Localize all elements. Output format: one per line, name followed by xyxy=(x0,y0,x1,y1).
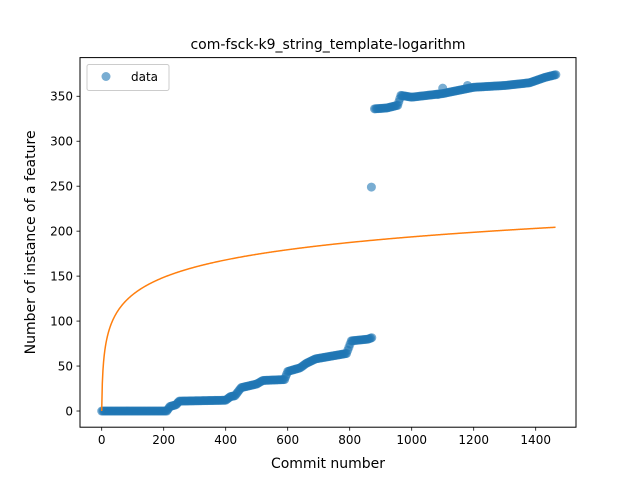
y-tick-label: 350 xyxy=(50,90,73,104)
x-tick-label: 400 xyxy=(214,433,237,447)
y-axis: 0 50 100 150 200 250 300 350 xyxy=(50,90,80,418)
y-tick-label: 300 xyxy=(50,135,73,149)
legend: data xyxy=(86,64,170,91)
y-tick-label: 200 xyxy=(50,224,73,238)
legend-frame xyxy=(86,64,170,91)
x-tick-label: 1400 xyxy=(520,433,551,447)
x-tick-label: 200 xyxy=(152,433,175,447)
x-tick-label: 600 xyxy=(276,433,299,447)
x-axis-label: Commit number xyxy=(271,456,385,472)
data-point xyxy=(367,333,377,343)
x-tick-label: 1200 xyxy=(458,433,489,447)
chart-title: com-fsck-k9_string_template-logarithm xyxy=(190,37,465,53)
x-tick-label: 0 xyxy=(98,433,106,447)
y-tick-label: 150 xyxy=(50,269,73,283)
data-point xyxy=(438,83,448,93)
legend-label-data: data xyxy=(131,70,158,84)
data-point xyxy=(551,70,561,80)
y-tick-label: 50 xyxy=(58,359,73,373)
data-point xyxy=(463,80,472,90)
x-axis: 0 200 400 600 800 1000 1200 1400 xyxy=(98,427,551,447)
x-tick-label: 1000 xyxy=(396,433,427,447)
plot-area-frame xyxy=(79,57,577,428)
y-axis-label: Number of instance of a feature xyxy=(23,130,39,354)
fit-series xyxy=(100,226,556,412)
data-point xyxy=(366,182,376,192)
y-tick-label: 100 xyxy=(50,314,73,328)
legend-marker-data xyxy=(101,72,111,81)
y-tick-label: 250 xyxy=(50,179,73,193)
fit-line xyxy=(100,226,556,412)
x-tick-label: 800 xyxy=(338,433,361,447)
data-series xyxy=(97,70,561,416)
data-point xyxy=(433,89,443,99)
y-tick-label: 0 xyxy=(65,404,73,418)
